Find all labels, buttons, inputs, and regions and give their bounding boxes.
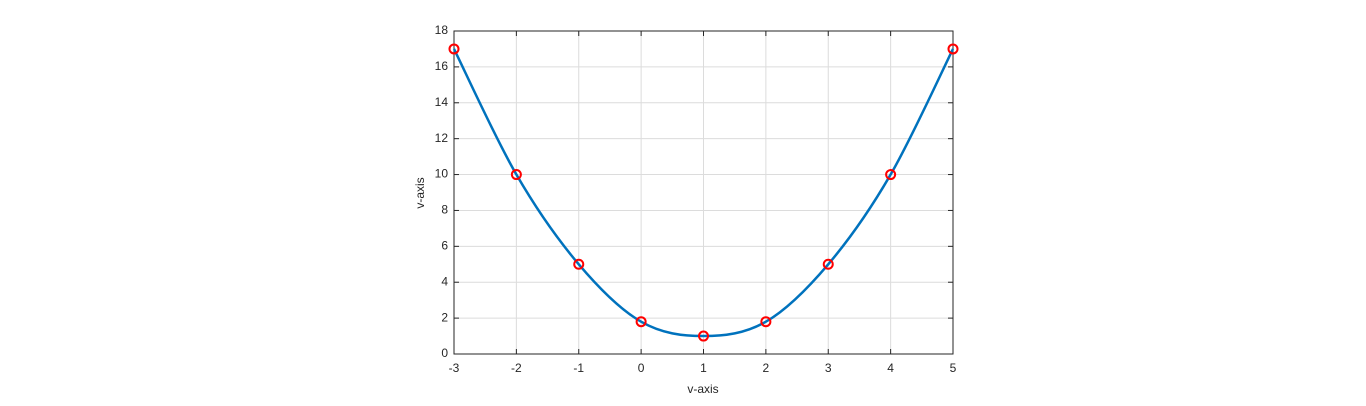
x-tick-label: -2 xyxy=(511,361,522,375)
x-axis-label: v-axis xyxy=(687,382,718,396)
x-tick-label: 0 xyxy=(638,361,645,375)
plot-frame xyxy=(453,30,954,355)
marker xyxy=(573,258,585,270)
marker xyxy=(885,169,897,181)
y-tick-label: 8 xyxy=(441,203,448,217)
y-tick-label: 10 xyxy=(435,167,449,181)
x-tick-label: -1 xyxy=(573,361,584,375)
marker xyxy=(510,169,522,181)
marker xyxy=(760,316,772,328)
marker xyxy=(822,258,834,270)
y-axis-label: v-axis xyxy=(413,177,427,208)
y-tick-label: 14 xyxy=(435,95,449,109)
marker xyxy=(698,330,709,342)
curve xyxy=(452,48,955,338)
x-tick-label: 5 xyxy=(950,361,957,375)
y-tick-label: 12 xyxy=(435,131,449,145)
x-tick-label: 1 xyxy=(700,361,707,375)
marker xyxy=(635,316,647,328)
marker xyxy=(448,43,460,55)
x-tick-label: 3 xyxy=(825,361,832,375)
y-tick-label: 6 xyxy=(441,239,448,253)
y-tick-label: 0 xyxy=(441,346,448,360)
y-tick-label: 2 xyxy=(441,310,448,324)
y-tick-label: 4 xyxy=(441,274,448,288)
x-tick-label: 4 xyxy=(887,361,894,375)
y-tick-label: 18 xyxy=(435,23,449,37)
x-tick-label: -3 xyxy=(449,361,460,375)
y-tick-label: 16 xyxy=(435,59,449,73)
x-tick-label: 2 xyxy=(763,361,770,375)
marker xyxy=(947,43,959,55)
